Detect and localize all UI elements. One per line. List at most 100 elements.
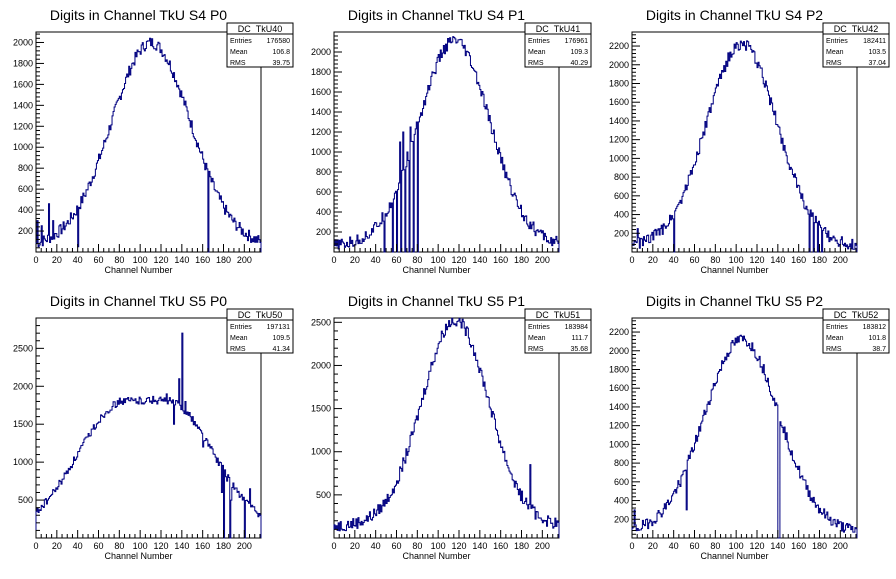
x-tick-label: 140 xyxy=(770,255,785,265)
y-tick-label: 1000 xyxy=(13,457,33,467)
stats-label: RMS xyxy=(528,60,544,67)
y-axis: 500 1000 1500 2000 2500 xyxy=(311,317,342,539)
y-tick-label: 800 xyxy=(18,163,33,173)
x-tick-label: 180 xyxy=(514,541,529,551)
x-tick-label: 0 xyxy=(331,541,336,551)
x-tick-label: 180 xyxy=(514,255,529,265)
y-tick-label: 1800 xyxy=(609,78,629,88)
stats-label: RMS xyxy=(230,60,246,67)
y-tick-label: 2500 xyxy=(13,343,33,353)
y-tick-label: 1200 xyxy=(13,121,33,131)
chart-title: Digits in Channel TkU S4 P0 xyxy=(50,7,227,23)
x-tick-label: 60 xyxy=(93,255,103,265)
plot-frame xyxy=(631,317,858,539)
y-axis: 500 1000 1500 2000 2500 xyxy=(13,317,44,539)
x-tick-label: 200 xyxy=(833,541,848,551)
chart-title: Digits in Channel TkU S5 P1 xyxy=(348,293,525,309)
x-tick-label: 200 xyxy=(237,255,252,265)
stats-value: 182411 xyxy=(863,38,886,45)
plot-frame xyxy=(631,31,858,253)
y-tick-label: 2000 xyxy=(13,37,33,47)
y-tick-label: 400 xyxy=(18,205,33,215)
stats-value: 176580 xyxy=(267,38,290,45)
stats-name: DC_TkU51 xyxy=(536,310,581,320)
y-tick-label: 1000 xyxy=(311,447,331,457)
x-tick-label: 140 xyxy=(472,255,487,265)
x-tick-label: 80 xyxy=(114,541,124,551)
x-tick-label: 60 xyxy=(391,541,401,551)
y-tick-label: 1200 xyxy=(311,127,331,137)
y-tick-label: 1600 xyxy=(609,97,629,107)
stats-label: Entries xyxy=(528,324,550,331)
x-axis: 0 20 40 60 80 100 120 140 160 180 200 xyxy=(33,530,261,551)
x-tick-label: 160 xyxy=(493,541,508,551)
x-tick-label: 20 xyxy=(52,255,62,265)
stats-label: Mean xyxy=(230,335,248,342)
histogram-series xyxy=(631,334,858,539)
y-tick-label: 1000 xyxy=(609,439,629,449)
x-tick-label: 0 xyxy=(33,255,38,265)
x-tick-label: 0 xyxy=(33,541,38,551)
x-axis-label: Channel Number xyxy=(104,265,172,275)
x-axis-label: Channel Number xyxy=(402,265,470,275)
y-tick-label: 400 xyxy=(316,207,331,217)
y-axis: 200 400 600 800 1000 1200 1400 1600 1800 2000 xyxy=(311,31,342,253)
stats-label: RMS xyxy=(528,346,544,353)
x-tick-label: 140 xyxy=(174,541,189,551)
y-tick-label: 1400 xyxy=(311,107,331,117)
y-tick-label: 600 xyxy=(18,184,33,194)
x-tick-label: 40 xyxy=(371,541,381,551)
stats-box-frame xyxy=(822,22,890,68)
x-tick-label: 120 xyxy=(153,541,168,551)
stats-value: 38.7 xyxy=(872,346,886,353)
x-tick-label: 80 xyxy=(710,255,720,265)
x-tick-label: 100 xyxy=(133,541,148,551)
stats-label: Mean xyxy=(826,49,844,56)
x-axis-label: Channel Number xyxy=(700,551,768,561)
y-tick-label: 600 xyxy=(614,191,629,201)
stats-value: 39.75 xyxy=(272,60,290,67)
x-tick-label: 120 xyxy=(749,541,764,551)
histogram-series xyxy=(35,37,262,253)
y-tick-label: 1800 xyxy=(311,67,331,77)
y-tick-label: 1200 xyxy=(609,135,629,145)
histogram-panel-4: Digits in Channel TkU S5 P1 0 20 40 60 80 100 1… xyxy=(311,293,592,561)
y-tick-label: 1000 xyxy=(13,142,33,152)
y-tick-label: 500 xyxy=(18,495,33,505)
x-tick-label: 60 xyxy=(689,255,699,265)
x-tick-label: 0 xyxy=(331,255,336,265)
x-tick-label: 140 xyxy=(174,255,189,265)
x-tick-label: 20 xyxy=(52,541,62,551)
x-tick-label: 60 xyxy=(93,541,103,551)
x-tick-label: 100 xyxy=(431,541,446,551)
x-tick-label: 100 xyxy=(729,255,744,265)
x-tick-label: 180 xyxy=(812,255,827,265)
x-tick-label: 0 xyxy=(629,255,634,265)
histogram-series xyxy=(631,40,858,253)
y-tick-label: 1600 xyxy=(609,383,629,393)
y-tick-label: 2000 xyxy=(13,381,33,391)
stats-box: DC_TkU42 Entries 182411 Mean 103.5 RMS 37.04 xyxy=(822,22,890,68)
x-tick-label: 160 xyxy=(791,255,806,265)
y-tick-label: 1500 xyxy=(311,404,331,414)
x-axis: 0 20 40 60 80 100 120 140 160 180 200 xyxy=(331,530,559,551)
x-tick-label: 120 xyxy=(153,255,168,265)
x-tick-label: 80 xyxy=(710,541,720,551)
y-axis: 200 400 600 800 1000 1200 1400 1600 1800 2000 xyxy=(13,33,44,253)
x-tick-label: 100 xyxy=(133,255,148,265)
x-tick-label: 180 xyxy=(812,541,827,551)
plot-frame xyxy=(333,31,560,253)
stats-value: 35.68 xyxy=(570,346,588,353)
stats-value: 40.29 xyxy=(570,60,588,67)
y-tick-label: 2000 xyxy=(311,360,331,370)
histogram-series xyxy=(333,36,560,253)
stats-label: Entries xyxy=(826,38,848,45)
stats-value: 176961 xyxy=(565,38,588,45)
x-tick-label: 80 xyxy=(114,255,124,265)
plot-frame xyxy=(333,317,560,539)
x-tick-label: 160 xyxy=(493,255,508,265)
x-axis-label: Channel Number xyxy=(700,265,768,275)
stats-name: DC_TkU40 xyxy=(238,24,283,34)
x-tick-label: 100 xyxy=(729,541,744,551)
histogram-series xyxy=(333,317,560,538)
